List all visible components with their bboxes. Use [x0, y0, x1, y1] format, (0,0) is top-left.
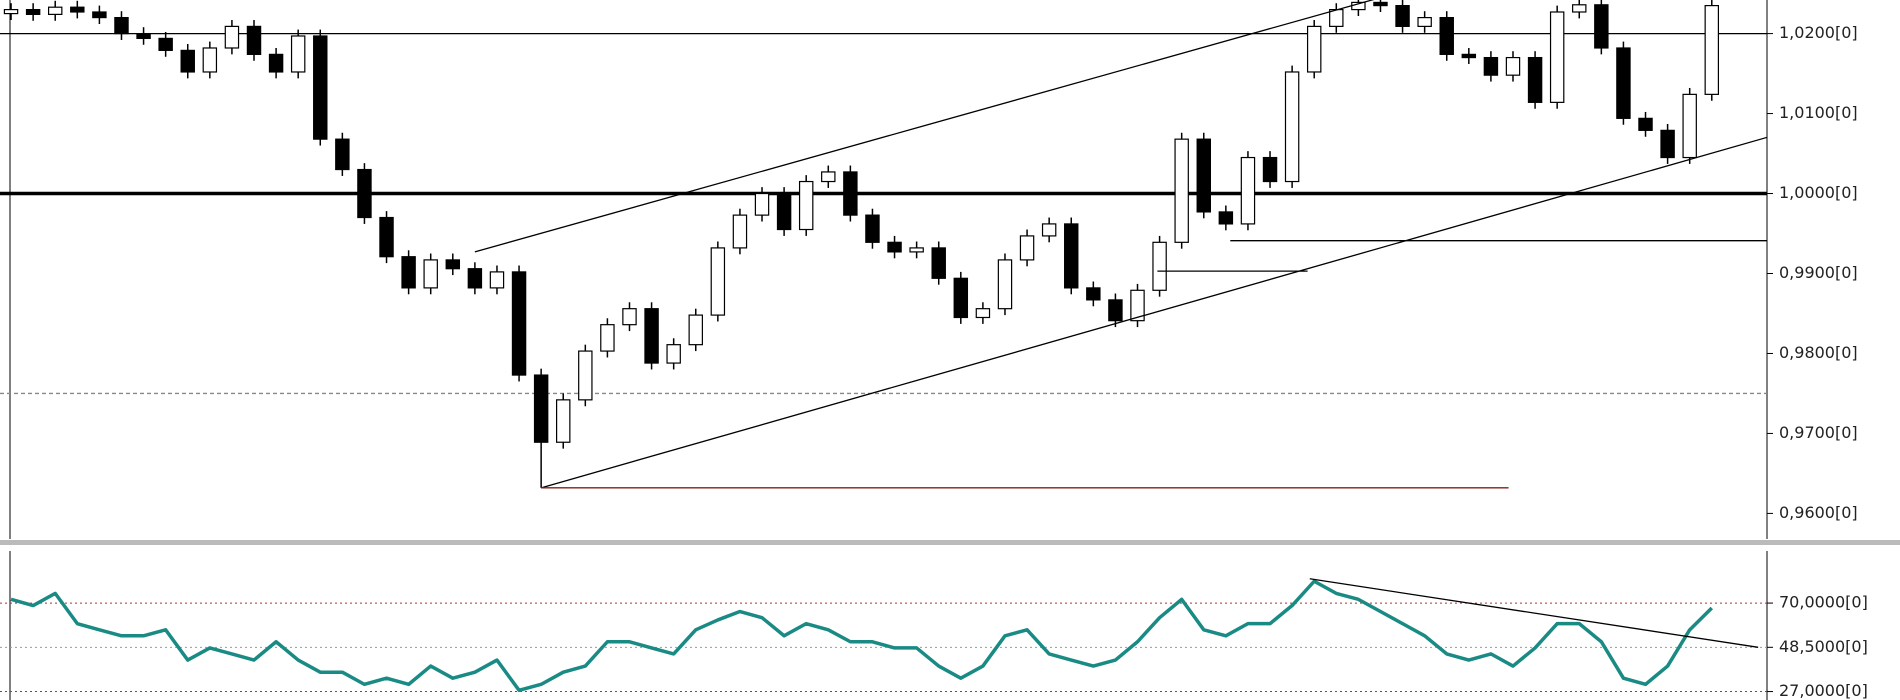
candle-body [114, 16, 129, 35]
candle-body [401, 256, 416, 289]
candle-body [1284, 71, 1300, 183]
candle-body [1461, 53, 1477, 59]
candle-body [290, 35, 306, 73]
axes: 1,0200[0] 1,0100[0] 1,0000[0] 0,9900[0] 0,98… [1767, 23, 1868, 700]
candle-body [754, 192, 770, 216]
candle-body [931, 247, 946, 279]
candle-body [1019, 235, 1035, 261]
candle-body [1572, 4, 1587, 13]
candle-body [975, 308, 991, 319]
candle-body [953, 277, 969, 319]
candle-body [776, 192, 792, 231]
candle-body [578, 350, 593, 401]
y-tick-label: 1,0000[0] [1779, 183, 1858, 202]
y-tick-label: 70,0000[0] [1779, 593, 1868, 612]
candle-body [1483, 56, 1499, 76]
candle-body [909, 247, 924, 253]
candle-body [1549, 11, 1565, 103]
candle-body [600, 324, 615, 352]
candle-body [1240, 156, 1256, 225]
trend-line [540, 136, 1767, 489]
candle-body [1064, 223, 1079, 289]
candle-body [136, 32, 151, 39]
y-tick-label: 1,0100[0] [1779, 103, 1858, 122]
rsi-line [10, 579, 1714, 693]
candle-body [313, 35, 328, 140]
candle-body [423, 259, 438, 289]
candle-body [224, 25, 240, 49]
candle-body [1439, 16, 1454, 55]
candle-body [556, 399, 571, 443]
candle-body [1196, 138, 1211, 213]
candle-body [688, 314, 703, 346]
candle-body [1395, 4, 1410, 27]
candle-body [1682, 93, 1697, 159]
trend-line [474, 0, 1375, 253]
rsi-plot [0, 578, 1767, 693]
candle-body [865, 214, 880, 243]
candle-body [1527, 56, 1543, 103]
y-tick-label: 0,9600[0] [1779, 503, 1858, 522]
candle-body [622, 308, 637, 326]
candle-body [1417, 16, 1432, 27]
candle-body [445, 259, 461, 270]
candle-body [1660, 129, 1675, 159]
candle-body [92, 11, 107, 19]
candle-body [180, 49, 195, 73]
price-plot [0, 0, 1767, 489]
candle-body [489, 271, 505, 289]
y-tick-label: 0,9800[0] [1779, 343, 1858, 362]
candle-body [1086, 287, 1101, 301]
candle-body [47, 6, 63, 15]
candle-body [1638, 117, 1653, 131]
candle-body [1594, 4, 1609, 49]
candle-body [732, 214, 748, 249]
candle-body [997, 259, 1013, 310]
candle-body [1373, 1, 1388, 7]
candle-body [1174, 138, 1189, 243]
candle-body [666, 344, 681, 364]
y-tick-label: 1,0200[0] [1779, 23, 1858, 42]
candle-body [843, 171, 858, 216]
candle-body [798, 180, 814, 231]
candle-body [335, 138, 350, 171]
candle-body [710, 247, 726, 316]
candle-body [70, 6, 85, 13]
candle-body [1329, 8, 1344, 27]
y-tick-label: 0,9700[0] [1779, 423, 1858, 442]
candle-body [1505, 56, 1521, 76]
candle-body [202, 47, 218, 73]
candle-body [533, 374, 549, 443]
candle-body [467, 268, 483, 289]
candle-body [1704, 4, 1720, 95]
candle-body [25, 8, 41, 15]
candle-body [887, 241, 902, 253]
candle-body [1108, 299, 1123, 322]
candle-body [379, 216, 394, 258]
candle-body [1306, 25, 1322, 73]
candle-body [3, 8, 19, 15]
trend-line [1309, 578, 1759, 648]
candle-body [821, 171, 836, 183]
candle-body [1262, 156, 1278, 183]
candle-body [511, 271, 527, 376]
candle-body [357, 168, 372, 219]
panel-separator [0, 540, 1900, 545]
candle-body [246, 25, 262, 55]
y-tick-label: 48,5000[0] [1779, 637, 1868, 656]
candle-body [644, 308, 659, 364]
candle-body [1041, 223, 1057, 237]
candle-body [1152, 241, 1167, 291]
y-tick-label: 27,0000[0] [1779, 681, 1868, 700]
candle-body [268, 53, 284, 73]
candle-body [158, 37, 173, 51]
candle-body [1130, 289, 1145, 322]
candle-body [1616, 47, 1631, 119]
y-tick-label: 0,9900[0] [1779, 263, 1858, 282]
candle-body [1218, 211, 1234, 225]
